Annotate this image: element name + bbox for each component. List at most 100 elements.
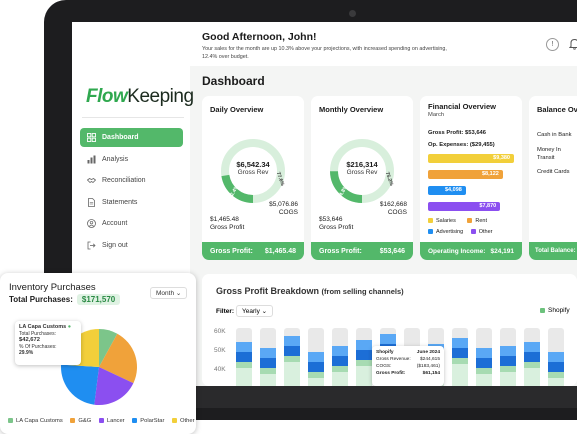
gross-profit-label: Gross Profit bbox=[319, 224, 354, 231]
daily-donut-chart bbox=[221, 139, 285, 203]
stacked-bar bbox=[260, 328, 276, 386]
stacked-bar bbox=[284, 328, 300, 386]
period-select[interactable]: Month ⌄ bbox=[150, 287, 188, 299]
legend-label: G&G bbox=[78, 418, 92, 425]
chevron-down-icon: ⌄ bbox=[175, 290, 182, 297]
bar-segment bbox=[524, 368, 540, 386]
dashboard-icon bbox=[87, 133, 96, 142]
legend-label: Rent bbox=[475, 218, 488, 224]
tooltip-header: Shopify June 2024 bbox=[376, 349, 440, 356]
expense-bar-advertising: $4,098 bbox=[428, 186, 466, 195]
filter-select[interactable]: Yearly ⌄ bbox=[236, 305, 274, 317]
brand-logo-keeping: Keeping bbox=[127, 86, 194, 107]
legend-swatch bbox=[8, 418, 13, 423]
bar-chart-icon bbox=[87, 155, 96, 164]
legend-item: Other bbox=[172, 418, 195, 424]
balance-overview-card[interactable]: Balance Ov Cash in Bank Money In Transit… bbox=[529, 96, 577, 260]
tooltip-row-value: $244,615 bbox=[419, 357, 440, 362]
page-title: Dashboard bbox=[202, 74, 265, 88]
daily-overview-card[interactable]: Daily Overview $6,542.34 Gross Rev 22.4%… bbox=[202, 96, 304, 260]
y-tick: 40K bbox=[214, 366, 226, 373]
sidebar-item-account[interactable]: Account bbox=[80, 214, 183, 233]
monthly-overview-card[interactable]: Monthly Overview $216,314 Gross Rev 24.8… bbox=[311, 96, 413, 260]
tooltip-date: June 2024 bbox=[416, 350, 440, 355]
stacked-bar bbox=[548, 328, 564, 386]
sidebar-item-analysis[interactable]: Analysis bbox=[80, 150, 183, 169]
bar-segment bbox=[260, 368, 276, 374]
bar-segment bbox=[332, 372, 348, 386]
pie-slice-la-capa-customs bbox=[99, 329, 118, 367]
bar-segment bbox=[332, 346, 348, 356]
gp-title-text: Gross Profit Breakdown bbox=[216, 286, 320, 296]
bar-segment bbox=[356, 360, 372, 366]
bar-segment bbox=[500, 346, 516, 356]
tooltip-row-value: $61,154 bbox=[422, 371, 440, 376]
sign-out-icon bbox=[87, 241, 96, 250]
help-icon[interactable]: ! bbox=[546, 38, 559, 51]
legend-swatch bbox=[467, 218, 473, 224]
op-expenses-summary: Op. Expenses: ($29,455) bbox=[428, 142, 495, 148]
financial-overview-card[interactable]: Financial Overview March Gross Profit: $… bbox=[420, 96, 522, 260]
tooltip-row: COGS: ($183,461) bbox=[376, 363, 440, 370]
legend-label: Shopify bbox=[548, 307, 570, 314]
tooltip-line2: % Of Purchases: bbox=[19, 343, 57, 350]
tooltip-name: LA Capa Customs bbox=[19, 324, 67, 330]
stacked-bar bbox=[356, 328, 372, 386]
legend-item: PolarStar bbox=[132, 418, 164, 424]
chart-tooltip: Shopify June 2024 Gross Revenue: $244,615 … bbox=[372, 346, 444, 386]
bar-segment bbox=[524, 342, 540, 352]
legend-label: Lancer bbox=[106, 418, 125, 425]
bar-segment bbox=[500, 356, 516, 366]
legend-label: Salaries bbox=[436, 218, 456, 224]
bar-segment bbox=[236, 342, 252, 352]
user-icon bbox=[87, 219, 96, 228]
sidebar-item-reconciliation[interactable]: Reconciliation bbox=[80, 171, 183, 190]
expense-legend-row-1: Salaries Rent bbox=[428, 218, 487, 224]
sidebar-item-statements[interactable]: Statements bbox=[80, 193, 183, 212]
sidebar-item-sign-out[interactable]: Sign out bbox=[80, 236, 183, 255]
legend-swatch bbox=[428, 218, 433, 224]
legend-swatch bbox=[172, 418, 178, 423]
legend-item: G&G bbox=[70, 418, 91, 424]
bar-segment bbox=[356, 350, 372, 360]
camera-icon bbox=[349, 10, 356, 17]
legend-label: Advertising bbox=[436, 229, 464, 235]
legend-swatch bbox=[540, 307, 545, 313]
legend-label: Other bbox=[180, 418, 195, 425]
stacked-bar bbox=[476, 328, 492, 386]
card-footer: Gross Profit: $1,465.48 bbox=[202, 242, 304, 260]
bar-segment bbox=[548, 362, 564, 372]
greeting-subtext: Your sales for the month are up 10.3% ab… bbox=[202, 46, 447, 60]
bar-segment bbox=[452, 348, 468, 358]
gross-profit-label: Gross Profit bbox=[210, 224, 245, 231]
top-header: Good Afternoon, John! Your sales for the… bbox=[190, 22, 577, 66]
gross-rev-label: Gross Rev bbox=[237, 169, 269, 176]
y-tick: 60K bbox=[214, 328, 226, 335]
cogs-label: COGS bbox=[278, 209, 298, 216]
brand-logo[interactable]: FlowKeeping bbox=[86, 86, 194, 108]
gross-rev-label: Gross Rev bbox=[346, 169, 378, 176]
bar-segment bbox=[308, 362, 324, 372]
bar-segment bbox=[476, 348, 492, 358]
period-value: Month bbox=[156, 290, 175, 297]
tooltip-row: Gross Revenue: $244,615 bbox=[376, 356, 440, 363]
footer-label: Total Balance: bbox=[535, 248, 576, 254]
bar-segment bbox=[548, 352, 564, 362]
bar-segment bbox=[500, 372, 516, 386]
bell-icon[interactable] bbox=[568, 38, 577, 51]
total-value: $171,570 bbox=[76, 294, 121, 305]
footer-value: $24,191 bbox=[490, 247, 515, 255]
donut-profit-segment bbox=[330, 139, 394, 203]
greeting-title: Good Afternoon, John! bbox=[202, 31, 317, 43]
card-footer: Total Balance: bbox=[529, 242, 577, 260]
chart-legend: Shopify bbox=[540, 307, 570, 314]
cogs-value: $162,668 bbox=[379, 201, 407, 208]
card-subtitle: March bbox=[428, 112, 445, 118]
gross-profit-stat: $1,465.48 Gross Profit bbox=[210, 216, 244, 232]
sidebar-item-dashboard[interactable]: Dashboard bbox=[80, 128, 183, 147]
gross-rev-value: $6,542.34 bbox=[236, 160, 270, 169]
card-title: Monthly Overview bbox=[319, 105, 384, 114]
pie-slice-g-g bbox=[99, 333, 137, 384]
footer-value: $1,465.48 bbox=[264, 247, 296, 255]
